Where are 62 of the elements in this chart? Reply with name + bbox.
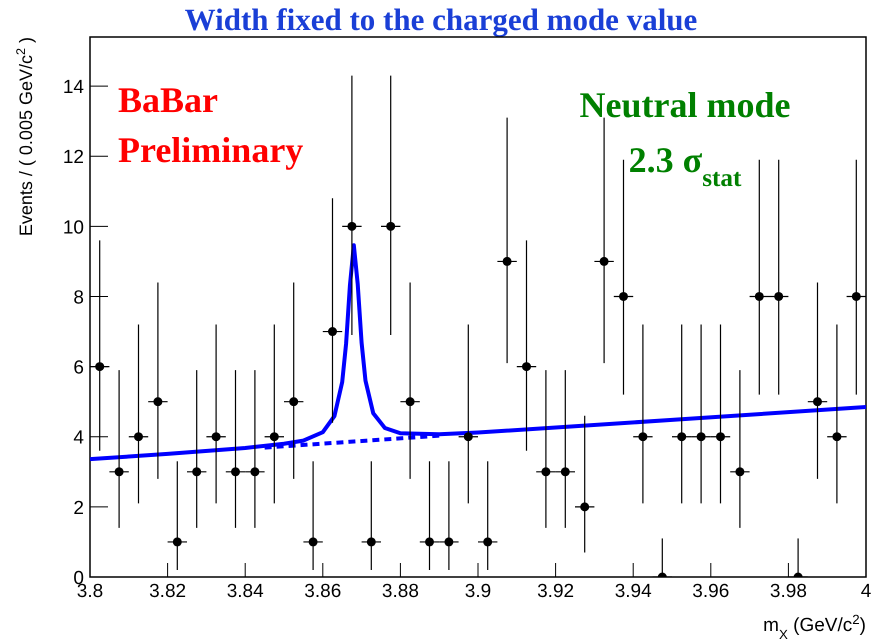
chart-title: Width fixed to the charged mode value (184, 2, 698, 37)
point (464, 432, 473, 442)
annotation: BaBar (118, 80, 218, 120)
point (619, 292, 628, 301)
point (696, 432, 706, 442)
x-tick-label: 3.82 (149, 581, 186, 602)
point (483, 537, 492, 546)
x-tick-label: 3.98 (770, 581, 807, 602)
point (328, 327, 337, 336)
point (212, 432, 221, 442)
point (114, 467, 124, 476)
y-tick-label: 10 (62, 217, 84, 238)
point (716, 432, 725, 442)
x-tick-label: 3.84 (226, 581, 264, 602)
point (192, 467, 202, 476)
point (250, 467, 260, 476)
point (541, 467, 550, 476)
point (153, 397, 162, 406)
x-tick-label: 3.96 (692, 581, 730, 602)
point (774, 292, 784, 301)
point (134, 432, 143, 442)
point (813, 397, 822, 406)
point (444, 537, 454, 546)
point (638, 432, 648, 442)
point (270, 432, 279, 442)
x-tick-label: 3.92 (537, 581, 574, 602)
point (852, 292, 861, 301)
point (95, 362, 104, 372)
x-tick-label: 3.9 (464, 581, 492, 602)
point (386, 222, 396, 231)
x-axis-title: m$_{X}$ (GeV/c$^{2}$) (763, 612, 866, 639)
y-tick-label: 12 (62, 147, 84, 168)
x-tick-label: 3.86 (304, 581, 342, 602)
point (832, 432, 842, 442)
point (231, 467, 240, 476)
x-tick-label: 3.94 (614, 581, 652, 602)
point (425, 537, 434, 546)
point (522, 362, 531, 372)
y-tick-label: 8 (73, 287, 84, 308)
y-tick-label: 6 (73, 358, 84, 379)
x-tick-label: 4 (860, 581, 872, 602)
point (560, 467, 570, 476)
x-tick-label: 3.88 (382, 581, 419, 602)
y-tick-label: 2 (73, 498, 84, 519)
annotation: Preliminary (118, 130, 304, 170)
point (735, 467, 744, 476)
point (600, 256, 609, 266)
point (347, 222, 356, 231)
point (308, 537, 318, 546)
point (502, 256, 512, 266)
point (289, 397, 298, 406)
point (580, 502, 590, 512)
y-tick-label: 14 (62, 77, 84, 98)
line-series (90, 243, 866, 462)
annotation: 2.3 σ$_{stat}$ (628, 140, 742, 192)
annotation: Neutral mode (580, 85, 790, 125)
point (406, 397, 415, 406)
point (677, 432, 686, 442)
point (754, 292, 764, 301)
y-tick-label: 4 (73, 428, 84, 449)
point (172, 537, 182, 546)
point (366, 537, 376, 546)
